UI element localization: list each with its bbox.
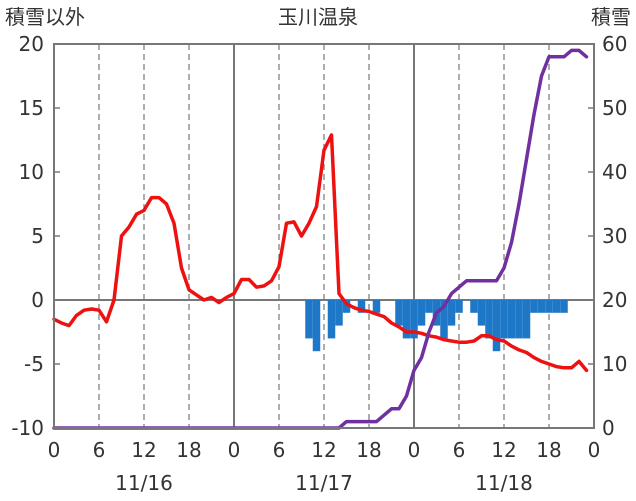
precipitation-bar	[477, 300, 486, 326]
left-axis-label: 積雪以外	[5, 5, 85, 29]
right-ytick-label: 30	[602, 224, 627, 248]
right-ytick-label: 60	[602, 32, 627, 56]
precipitation-bar	[492, 300, 501, 352]
temperature-line	[52, 133, 589, 373]
precipitation-bar	[470, 300, 478, 313]
left-ytick-label: 10	[19, 160, 44, 184]
left-ytick-label: -5	[24, 352, 44, 376]
precipitation-bar	[485, 300, 493, 339]
precipitation-bar	[500, 300, 508, 339]
left-ytick-label: 0	[31, 288, 44, 312]
line-layer	[52, 48, 589, 430]
precipitation-bar	[357, 300, 366, 313]
xtick-label: 6	[273, 438, 286, 462]
precipitation-bar	[372, 300, 381, 313]
left-ytick-label: 5	[31, 224, 44, 248]
precipitation-bar	[545, 300, 553, 313]
left-ytick-label: 15	[19, 96, 44, 120]
precipitation-bar	[515, 300, 523, 339]
right-axis-label: 積雪	[591, 5, 631, 29]
precipitation-bar	[410, 300, 418, 339]
date-label: 11/16	[115, 471, 173, 495]
plot-frame	[53, 43, 595, 429]
snow_depth-line	[52, 48, 589, 430]
left-ytick-label: 20	[19, 32, 44, 56]
left-ytick-label: -10	[11, 416, 44, 440]
date-label: 11/17	[295, 471, 353, 495]
right-ytick-label: 50	[602, 96, 627, 120]
bar-layer	[305, 300, 568, 352]
xtick-label: 0	[588, 438, 601, 462]
xtick-label: 12	[491, 438, 516, 462]
precipitation-bar	[455, 300, 463, 313]
xtick-label: 0	[408, 438, 421, 462]
precipitation-bar	[342, 300, 351, 313]
precipitation-bar	[507, 300, 516, 339]
xtick-label: 12	[131, 438, 156, 462]
precipitation-bar	[560, 300, 568, 313]
precipitation-bar	[425, 300, 433, 313]
precipitation-bar	[552, 300, 561, 313]
precipitation-bar	[530, 300, 538, 313]
xtick-label: 18	[536, 438, 561, 462]
precipitation-bar	[327, 300, 336, 339]
xtick-label: 12	[311, 438, 336, 462]
right-ytick-label: 0	[602, 416, 615, 440]
xtick-label: 0	[228, 438, 241, 462]
precipitation-bar	[335, 300, 343, 326]
xtick-label: 6	[93, 438, 106, 462]
date-label: 11/18	[475, 471, 533, 495]
precipitation-bar	[305, 300, 313, 339]
precipitation-bar	[402, 300, 411, 339]
precipitation-bar	[440, 300, 448, 339]
chart-title: 玉川温泉	[278, 5, 358, 29]
precipitation-bar	[537, 300, 546, 313]
precipitation-bar	[312, 300, 321, 352]
xtick-label: 18	[176, 438, 201, 462]
precipitation-bar	[417, 300, 426, 326]
precipitation-bar	[522, 300, 531, 339]
right-ytick-label: 10	[602, 352, 627, 376]
xtick-label: 6	[453, 438, 466, 462]
xtick-label: 0	[48, 438, 61, 462]
right-ytick-label: 20	[602, 288, 627, 312]
right-ytick-label: 40	[602, 160, 627, 184]
xtick-label: 18	[356, 438, 381, 462]
precipitation-bar	[447, 300, 456, 326]
precipitation-bar	[395, 300, 403, 326]
